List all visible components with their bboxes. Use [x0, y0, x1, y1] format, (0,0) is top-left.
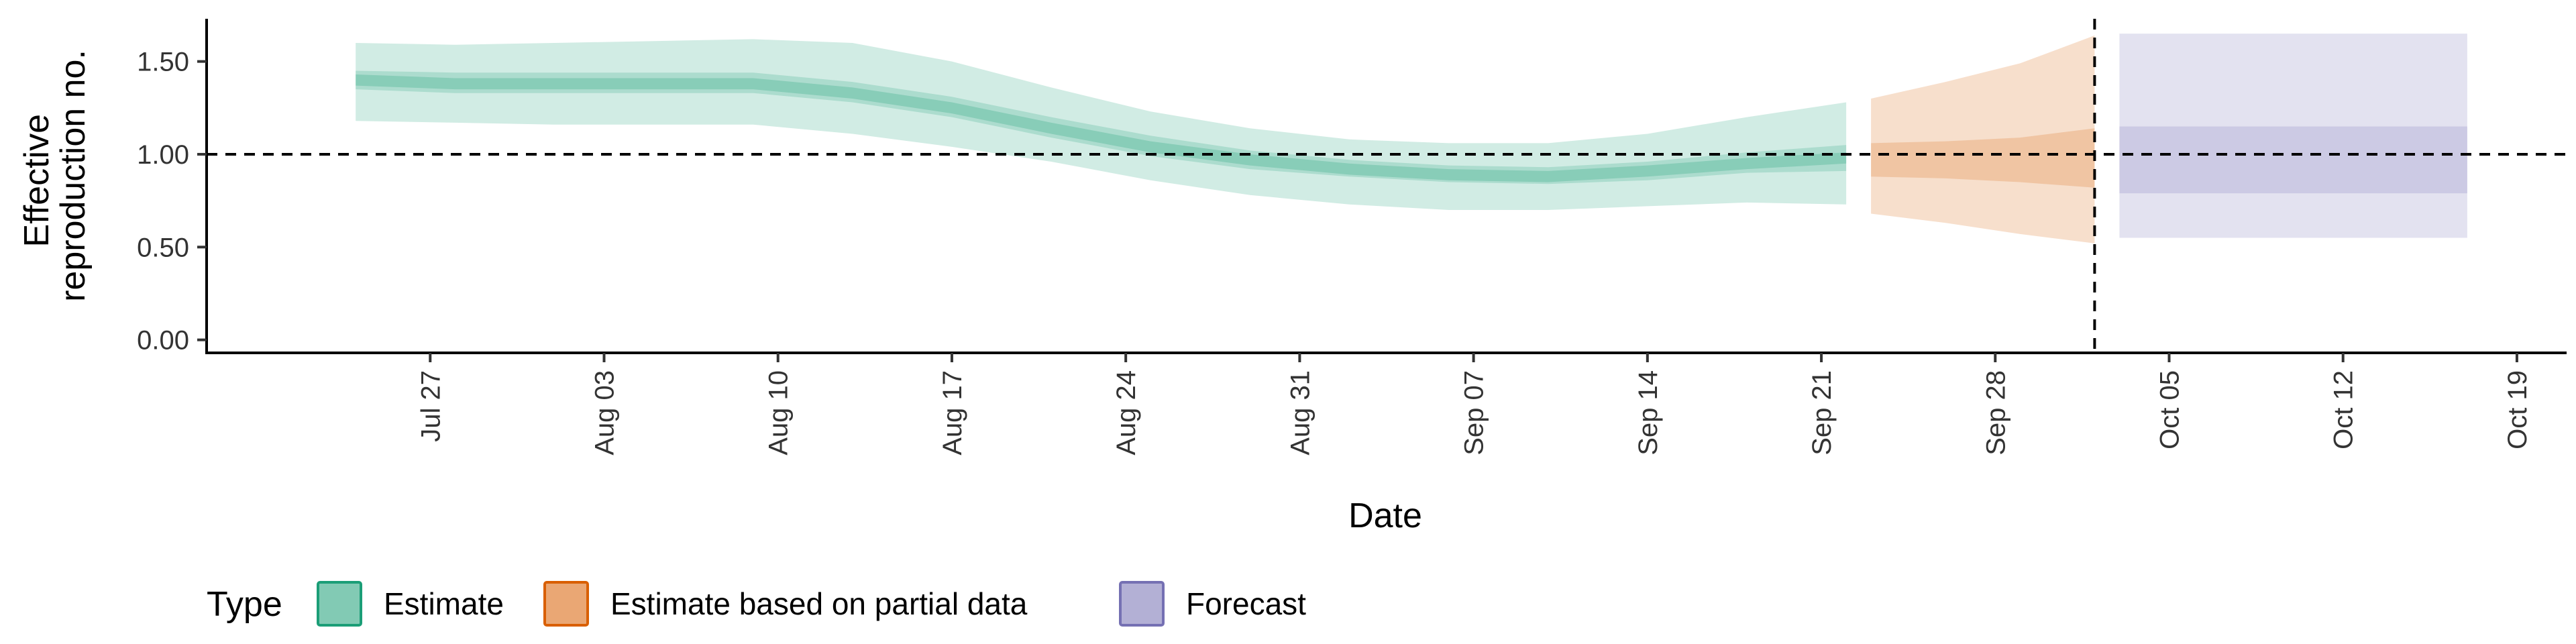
x-tick-label: Sep 14	[1633, 370, 1663, 455]
legend-item-forecast: Forecast	[1119, 581, 1306, 627]
x-tick-label: Oct 05	[2155, 370, 2185, 449]
legend-key-forecast	[1119, 581, 1165, 627]
x-tick-label: Aug 10	[764, 370, 794, 455]
legend-item-partial: Estimate based on partial data	[543, 581, 1028, 627]
x-tick-label: Jul 27	[416, 370, 445, 442]
x-tick-label: Aug 03	[590, 370, 620, 455]
band-50-partial	[1871, 128, 2095, 188]
y-axis-ticks: 0.00 0.50 1.00 1.50	[137, 48, 207, 356]
band-90-estimate	[356, 39, 1847, 211]
x-tick-label: Aug 17	[938, 370, 967, 455]
band-50-estimate	[356, 70, 1847, 184]
x-axis-ticks: Jul 27 Aug 03 Aug 10 Aug 17 Aug 24 Aug 31 Sep …	[416, 353, 2532, 455]
y-tick-label: 1.50	[137, 48, 189, 77]
x-tick-label: Sep 21	[1807, 370, 1837, 455]
band-90-forecast	[2119, 34, 2467, 238]
legend-item-estimate: Estimate	[317, 581, 504, 627]
y-axis-title: Effective reproduction no.	[17, 50, 93, 302]
legend: Type Estimate Estimate based on partial …	[207, 581, 1306, 627]
band-90-partial	[1871, 35, 2095, 244]
y-tick-label: 0.00	[137, 326, 189, 356]
x-axis-title: Date	[1348, 496, 1422, 535]
median-ribbon-estimate	[356, 74, 1847, 182]
legend-label-forecast: Forecast	[1186, 586, 1306, 621]
legend-key-estimate	[317, 581, 362, 627]
legend-key-partial	[543, 581, 589, 627]
y-axis-title-line-2: reproduction no.	[54, 50, 93, 302]
x-tick-label: Oct 19	[2503, 370, 2532, 449]
x-tick-label: Oct 12	[2329, 370, 2359, 449]
y-tick-label: 0.50	[137, 233, 189, 262]
y-axis-title-line-1: Effective	[17, 114, 56, 247]
band-50-forecast	[2119, 126, 2467, 194]
x-tick-label: Aug 31	[1285, 370, 1315, 455]
chart-bands	[356, 34, 2467, 244]
legend-label-estimate: Estimate	[384, 586, 504, 621]
legend-label-partial: Estimate based on partial data	[610, 586, 1028, 621]
x-tick-label: Sep 28	[1981, 370, 2010, 455]
x-tick-label: Sep 07	[1460, 370, 1489, 455]
x-tick-label: Aug 24	[1112, 370, 1141, 455]
legend-title: Type	[207, 585, 282, 624]
y-tick-label: 1.00	[137, 140, 189, 170]
